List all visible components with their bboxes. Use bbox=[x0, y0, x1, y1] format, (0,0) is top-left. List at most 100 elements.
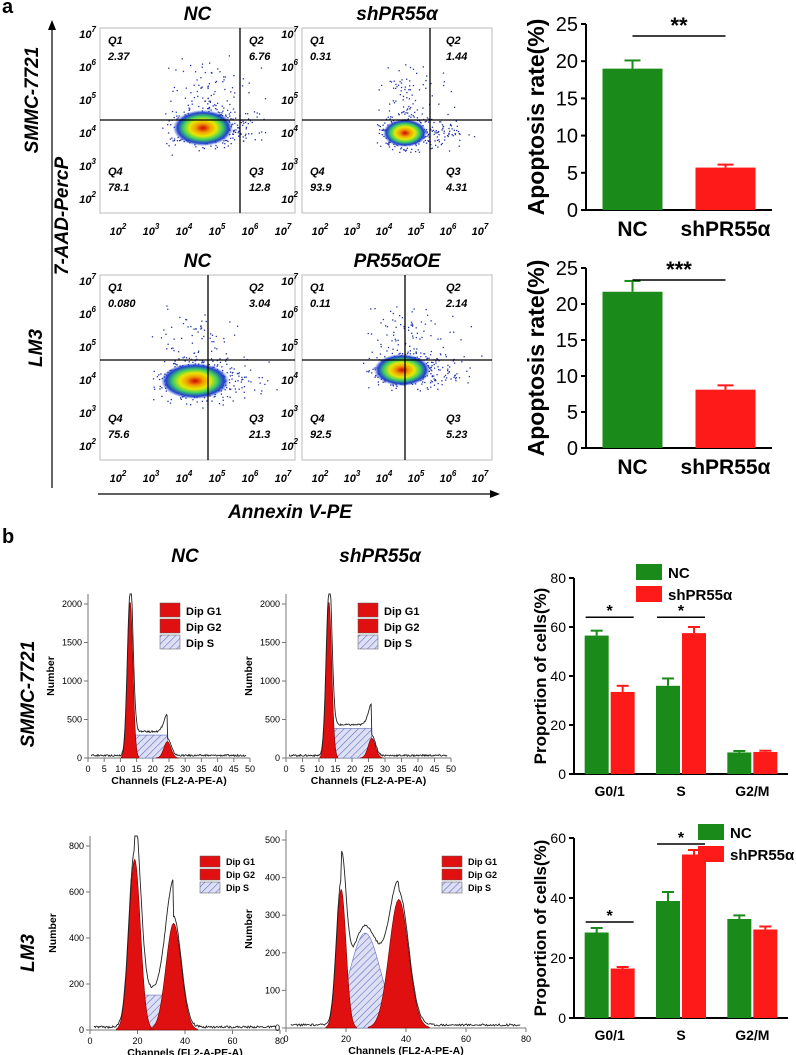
event-dot bbox=[415, 327, 417, 329]
event-dot bbox=[229, 371, 232, 373]
event-dot bbox=[217, 68, 219, 70]
event-dot bbox=[204, 314, 206, 316]
cell-cycle-panel: NC shPR55α SMMC-7721 LM3 0 5 10 15 20 25 30 35 4… bbox=[18, 546, 531, 1055]
event-dot bbox=[238, 130, 240, 132]
event-dot bbox=[370, 333, 373, 335]
histogram-trace bbox=[290, 850, 521, 1027]
event-dot bbox=[430, 335, 432, 337]
y-tick-label: 25 bbox=[556, 14, 578, 36]
event-dot bbox=[431, 126, 434, 128]
event-dot bbox=[387, 346, 390, 349]
y-tick-exponent: 3 bbox=[92, 157, 97, 166]
event-dot bbox=[225, 353, 227, 355]
event-dot bbox=[409, 353, 411, 355]
y-tick-exponent: 6 bbox=[92, 58, 97, 67]
event-dot bbox=[201, 320, 203, 322]
event-dot bbox=[214, 148, 217, 150]
y-tick-exponent: 4 bbox=[91, 124, 97, 133]
event-dot bbox=[385, 142, 387, 144]
event-dot bbox=[447, 113, 449, 116]
hist-y-tick-label: 1500 bbox=[260, 638, 280, 648]
event-dot bbox=[388, 143, 390, 145]
event-dot bbox=[427, 134, 429, 136]
event-dot bbox=[448, 371, 450, 373]
event-dot bbox=[455, 380, 457, 382]
dip-g2-peak bbox=[148, 922, 199, 1031]
event-dot bbox=[210, 71, 213, 74]
event-dot bbox=[214, 108, 217, 110]
event-dot bbox=[215, 80, 218, 83]
event-dot bbox=[213, 93, 215, 95]
hist-x-tick-label: 15 bbox=[330, 764, 340, 774]
event-dot bbox=[174, 362, 176, 365]
event-dot bbox=[200, 76, 202, 79]
y-axis-label: Apoptosis rate(%) bbox=[523, 260, 549, 457]
hist-legend-label: Dip G1 bbox=[384, 606, 419, 618]
event-dot bbox=[167, 132, 170, 134]
event-dot bbox=[419, 390, 422, 392]
event-dot bbox=[395, 326, 397, 329]
y-tick-label: 0 bbox=[567, 438, 578, 460]
event-dot bbox=[212, 360, 214, 362]
event-dot bbox=[415, 352, 418, 355]
event-dot bbox=[201, 66, 203, 68]
event-dot bbox=[425, 79, 427, 82]
event-dot bbox=[235, 129, 237, 131]
x-tick-label: 107 bbox=[275, 469, 292, 485]
hist-legend-swatch bbox=[441, 855, 463, 868]
quadrant-name: Q2 bbox=[446, 35, 461, 47]
x-tick-exponent: 6 bbox=[254, 222, 259, 231]
y-tick-label: 25 bbox=[556, 258, 578, 280]
event-dot bbox=[388, 146, 391, 148]
y-tick-label: 107 bbox=[281, 25, 298, 41]
event-dot bbox=[187, 326, 189, 328]
event-dot bbox=[264, 98, 267, 100]
event-dot bbox=[457, 305, 459, 307]
significance-marker: *** bbox=[666, 257, 692, 282]
y-tick-label: 104 bbox=[79, 371, 96, 387]
category-label: S bbox=[676, 1027, 685, 1043]
event-dot bbox=[398, 114, 400, 116]
event-dot bbox=[376, 357, 378, 359]
event-dot bbox=[389, 80, 391, 83]
x-tick-label: 103 bbox=[143, 469, 160, 485]
event-dot bbox=[188, 109, 190, 112]
event-dot bbox=[243, 391, 245, 393]
event-dot bbox=[431, 381, 434, 383]
event-dot bbox=[227, 109, 229, 112]
hist-x-tick-label: 45 bbox=[229, 764, 239, 774]
event-dot bbox=[405, 112, 407, 114]
event-dot bbox=[236, 372, 239, 375]
event-dot bbox=[229, 396, 231, 398]
event-dot bbox=[411, 311, 413, 313]
event-dot bbox=[213, 396, 215, 398]
event-dot bbox=[451, 134, 453, 136]
event-dot bbox=[447, 372, 449, 375]
event-dot bbox=[238, 388, 240, 390]
event-dot bbox=[396, 86, 398, 88]
event-dot bbox=[436, 139, 439, 141]
event-dot bbox=[444, 379, 447, 381]
event-dot bbox=[245, 126, 248, 129]
event-dot bbox=[173, 338, 175, 340]
event-dot bbox=[391, 352, 394, 355]
hist-y-tick-label: 800 bbox=[69, 841, 84, 851]
event-dot bbox=[158, 378, 161, 381]
event-dot bbox=[217, 364, 219, 366]
event-dot bbox=[418, 89, 421, 91]
event-dot bbox=[395, 83, 397, 86]
significance-marker: * bbox=[607, 603, 614, 620]
event-dot bbox=[167, 343, 169, 345]
event-dot bbox=[221, 112, 223, 114]
event-dot bbox=[437, 146, 439, 148]
event-dot bbox=[178, 358, 180, 360]
event-dot bbox=[400, 90, 402, 92]
hist-legend-swatch bbox=[357, 602, 379, 618]
event-dot bbox=[428, 118, 430, 120]
hist-x-tick-label: 80 bbox=[521, 1034, 531, 1044]
y-tick-label: 0 bbox=[558, 766, 566, 782]
y-tick-exponent: 2 bbox=[91, 437, 97, 446]
hist-x-tick-label: 40 bbox=[213, 764, 223, 774]
event-dot bbox=[394, 87, 397, 90]
event-dot bbox=[442, 127, 444, 130]
